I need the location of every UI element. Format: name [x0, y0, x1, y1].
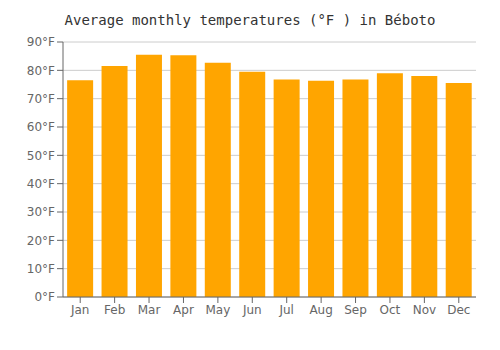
svg-text:0°F: 0°F: [34, 290, 55, 304]
svg-text:40°F: 40°F: [27, 177, 55, 191]
svg-text:May: May: [205, 303, 230, 317]
svg-text:Jun: Jun: [242, 303, 262, 317]
svg-text:Sep: Sep: [344, 303, 367, 317]
svg-text:10°F: 10°F: [27, 262, 55, 276]
svg-text:60°F: 60°F: [27, 120, 55, 134]
svg-text:Feb: Feb: [104, 303, 125, 317]
svg-text:30°F: 30°F: [27, 205, 55, 219]
svg-text:Aug: Aug: [309, 303, 332, 317]
svg-text:Dec: Dec: [447, 303, 470, 317]
svg-text:20°F: 20°F: [27, 234, 55, 248]
svg-text:80°F: 80°F: [27, 64, 55, 78]
svg-text:Jul: Jul: [278, 303, 293, 317]
svg-text:70°F: 70°F: [27, 92, 55, 106]
svg-text:Jan: Jan: [70, 303, 90, 317]
svg-text:Apr: Apr: [173, 303, 194, 317]
svg-text:Mar: Mar: [138, 303, 161, 317]
html-text:Average monthly temperatures (: Average monthly temperatures (°F ) in Bé…: [64, 12, 436, 28]
svg-text:Nov: Nov: [413, 303, 436, 317]
svg-text:90°F: 90°F: [27, 35, 55, 49]
svg-text:Oct: Oct: [380, 303, 401, 317]
svg-text:50°F: 50°F: [27, 149, 55, 163]
